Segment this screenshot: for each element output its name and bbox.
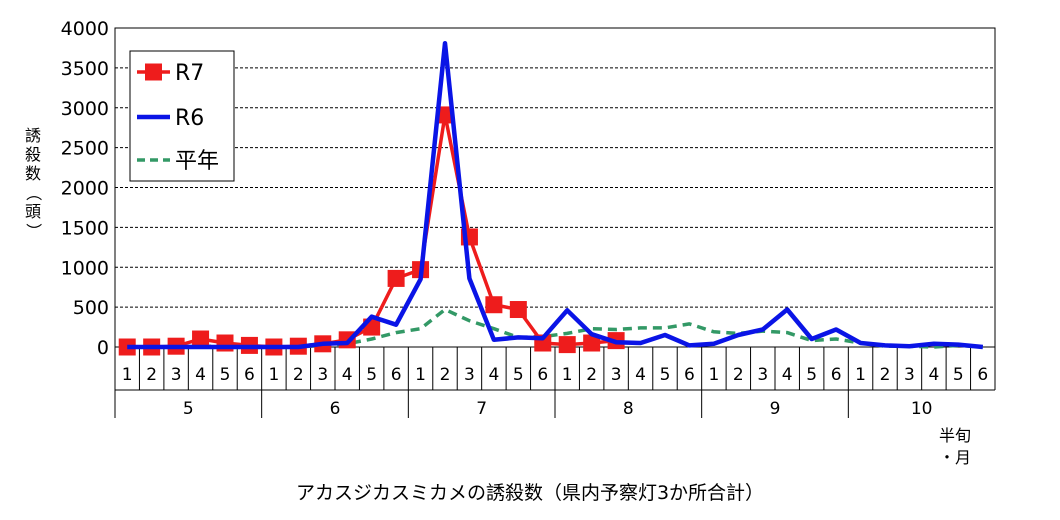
y-tick-label: 3500 bbox=[61, 58, 109, 80]
x-tick-label: 5 bbox=[806, 365, 817, 385]
data-point-r7 bbox=[485, 296, 503, 314]
y-tick-label: 500 bbox=[73, 297, 109, 319]
x-tick-label: 1 bbox=[855, 365, 866, 385]
month-label: 5 bbox=[183, 399, 194, 419]
x-tick-label: 1 bbox=[708, 365, 719, 385]
series-line-r6 bbox=[127, 40, 984, 350]
y-tick-label: 1000 bbox=[61, 257, 109, 279]
data-point-r7 bbox=[558, 336, 576, 354]
y-tick-label: 4000 bbox=[61, 18, 109, 40]
month-label: 8 bbox=[623, 399, 634, 419]
series-layer bbox=[118, 40, 984, 356]
y-axis-label: 誘殺数 （頭 ） bbox=[24, 126, 43, 239]
x-tick-label: 4 bbox=[928, 365, 939, 385]
x-tick-label: 6 bbox=[684, 365, 695, 385]
x-tick-label: 6 bbox=[831, 365, 842, 385]
month-label: 7 bbox=[476, 399, 487, 419]
legend-label: R6 bbox=[175, 106, 204, 131]
x-tick-label: 2 bbox=[440, 365, 451, 385]
legend-label: 平年 bbox=[175, 149, 219, 174]
x-tick-label: 2 bbox=[733, 365, 744, 385]
data-point-r7 bbox=[192, 330, 210, 348]
x-tick-label: 1 bbox=[268, 365, 279, 385]
y-axis-label-char: ） bbox=[24, 223, 43, 239]
grid-lines bbox=[115, 67, 995, 308]
x-tick-label: 4 bbox=[635, 365, 646, 385]
y-tick-label: 2000 bbox=[61, 178, 109, 200]
x-tick-label: 1 bbox=[562, 365, 573, 385]
y-axis-label-char: 殺 bbox=[25, 145, 41, 164]
y-tick-label: 2500 bbox=[61, 138, 109, 160]
x-tick-label: 6 bbox=[391, 365, 402, 385]
x-tick-label: 3 bbox=[464, 365, 475, 385]
data-point-r7 bbox=[509, 301, 527, 319]
y-axis-label-char: 頭 bbox=[25, 202, 41, 221]
x-tick-label: 6 bbox=[537, 365, 548, 385]
y-tick-label: 3000 bbox=[61, 98, 109, 120]
x-tick-label: 5 bbox=[660, 365, 671, 385]
x-tick-label: 4 bbox=[342, 365, 353, 385]
x-tick-label: 2 bbox=[586, 365, 597, 385]
x-tick-label: 3 bbox=[904, 365, 915, 385]
month-label: 6 bbox=[330, 399, 341, 419]
x-axis-label-line2: ・月 bbox=[939, 448, 971, 467]
x-tick-label: 2 bbox=[293, 365, 304, 385]
x-axis: 1 2 3 4 5 6 1 2 3 4 5 6 1 2 3 4 5 6 1 2 3 4 5 6 1 2 3 4 5 6 1 2 3 4 5 65 6 7 8… bbox=[114, 347, 996, 419]
y-axis-ticks: 0 500 1000 1500 2000 2500 3000 3500 4000 bbox=[61, 18, 109, 359]
y-axis-label-char: 誘 bbox=[25, 126, 41, 145]
x-tick-label: 1 bbox=[415, 365, 426, 385]
chart-title: アカスジカスミカメの誘殺数（県内予察灯3か所合計） bbox=[295, 482, 765, 504]
x-tick-label: 3 bbox=[317, 365, 328, 385]
data-point-r7 bbox=[436, 106, 454, 124]
y-axis-label-char: （ bbox=[24, 185, 43, 201]
month-label: 9 bbox=[770, 399, 781, 419]
legend-marker bbox=[145, 63, 162, 81]
x-tick-label: 5 bbox=[953, 365, 964, 385]
y-tick-label: 0 bbox=[97, 337, 109, 359]
x-tick-label: 2 bbox=[146, 365, 157, 385]
x-tick-label: 6 bbox=[244, 365, 255, 385]
x-axis-label: 半旬・月 bbox=[939, 426, 971, 467]
x-tick-label: 1 bbox=[122, 365, 133, 385]
x-tick-label: 2 bbox=[880, 365, 891, 385]
legend-label: R7 bbox=[175, 61, 204, 86]
data-point-r7 bbox=[583, 334, 601, 352]
x-tick-label: 5 bbox=[513, 365, 524, 385]
x-tick-label: 3 bbox=[171, 365, 182, 385]
data-point-r7 bbox=[387, 269, 405, 287]
y-tick-label: 1500 bbox=[61, 217, 109, 239]
x-tick-label: 5 bbox=[220, 365, 231, 385]
x-axis-label-line1: 半旬 bbox=[939, 426, 971, 445]
legend: R7 R6 平年 bbox=[129, 50, 235, 182]
x-tick-label: 3 bbox=[611, 365, 622, 385]
x-tick-label: 3 bbox=[757, 365, 768, 385]
month-label: 10 bbox=[911, 399, 933, 419]
y-axis-label-char: 数 bbox=[25, 164, 41, 183]
x-tick-label: 4 bbox=[782, 365, 793, 385]
x-tick-label: 4 bbox=[195, 365, 206, 385]
x-tick-label: 6 bbox=[977, 365, 988, 385]
x-tick-label: 4 bbox=[488, 365, 499, 385]
x-tick-label: 5 bbox=[366, 365, 377, 385]
